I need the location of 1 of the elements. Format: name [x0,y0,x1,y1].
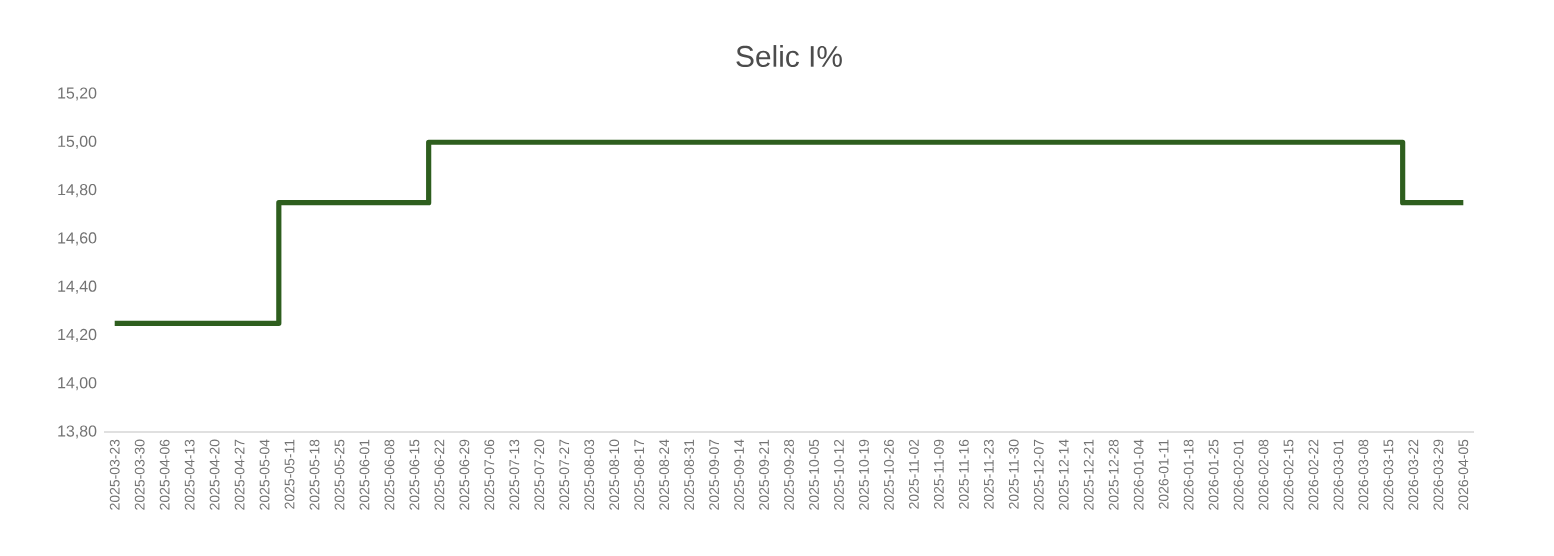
chart-title: Selic I% [736,45,842,67]
